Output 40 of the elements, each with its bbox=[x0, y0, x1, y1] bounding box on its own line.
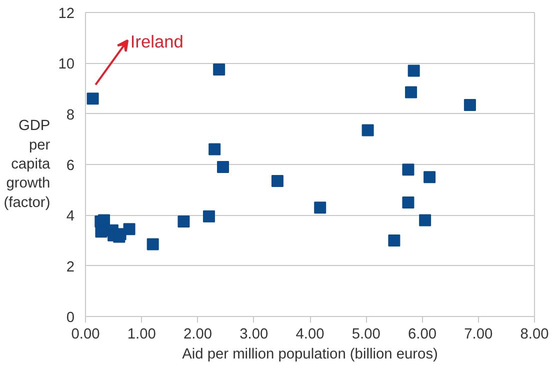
x-tick-label: 4.00 bbox=[296, 326, 324, 342]
point bbox=[402, 164, 414, 176]
x-tick-label: 2.00 bbox=[183, 326, 212, 342]
x-tick-label: 1.00 bbox=[127, 326, 156, 342]
point bbox=[146, 238, 159, 250]
y-axis-title: GDP per capita growth (factor) bbox=[4, 118, 52, 211]
point bbox=[95, 226, 108, 238]
point bbox=[402, 196, 414, 208]
point bbox=[86, 92, 99, 105]
point bbox=[405, 86, 418, 98]
x-tick-label: 3.00 bbox=[240, 326, 268, 342]
point bbox=[123, 223, 136, 236]
y-tick-label: 2 bbox=[66, 259, 75, 276]
point bbox=[178, 216, 190, 228]
point bbox=[213, 64, 226, 76]
point bbox=[208, 143, 221, 156]
x-axis-title: Aid per million population (billion euros) bbox=[182, 346, 438, 362]
point bbox=[271, 174, 284, 187]
x-tick-label: 7.00 bbox=[464, 326, 493, 342]
point bbox=[314, 202, 326, 214]
x-tick-label: 8.00 bbox=[520, 326, 549, 342]
point bbox=[362, 124, 374, 136]
point bbox=[202, 210, 215, 222]
y-tick-label: 0 bbox=[66, 310, 75, 326]
y-tick-label: 12 bbox=[58, 6, 75, 22]
point bbox=[419, 214, 432, 226]
x-tick-label: 6.00 bbox=[408, 326, 437, 342]
x-tick-label: 0.00 bbox=[71, 326, 100, 342]
point bbox=[98, 214, 110, 226]
y-tick-label: 6 bbox=[66, 158, 75, 174]
y-tick-label: 4 bbox=[66, 208, 75, 225]
point bbox=[388, 234, 400, 246]
annotation: Ireland bbox=[130, 32, 184, 52]
y-tick-label: 8 bbox=[66, 107, 75, 124]
point bbox=[217, 161, 230, 174]
point bbox=[408, 64, 420, 77]
x-tick-label: 5.00 bbox=[352, 326, 380, 342]
y-tick-label: 10 bbox=[58, 56, 75, 73]
point bbox=[424, 171, 436, 184]
point bbox=[464, 98, 476, 111]
